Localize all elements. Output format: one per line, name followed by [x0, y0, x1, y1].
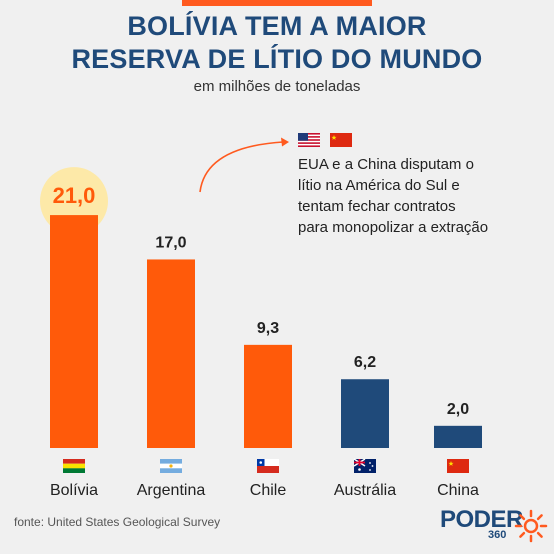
china-flag-icon	[447, 459, 469, 473]
logo-text: PODER	[440, 506, 523, 533]
argentina-flag-icon	[160, 459, 182, 473]
bar-bolívia	[50, 215, 98, 448]
bolivia-flag-icon	[63, 459, 85, 473]
china-flag-icon	[330, 133, 352, 147]
annotation-line-2: lítio na América do Sul e	[298, 177, 460, 194]
bar-argentina	[147, 259, 195, 448]
category-label: Bolívia	[50, 482, 98, 499]
annotation-text: EUA e a China disputam o lítio na Améric…	[298, 154, 548, 238]
annotation-arrow	[199, 141, 284, 193]
category-label: Argentina	[137, 482, 206, 499]
australia-flag-icon	[353, 458, 376, 473]
annotation-line-3: tentam fechar contratos	[298, 198, 456, 215]
category-label: China	[437, 482, 479, 499]
annotation-line-1: EUA e a China disputam o	[298, 156, 474, 173]
title-line-1: BOLÍVIA TEM A MAIOR	[127, 11, 427, 41]
category-label: Chile	[250, 482, 287, 499]
usa-flag-icon	[298, 133, 320, 147]
category-label: Austrália	[334, 482, 396, 499]
logo-number: 360	[488, 529, 507, 541]
bar-chile	[244, 344, 292, 448]
top-accent-bar	[182, 0, 372, 6]
source-note: fonte: United States Geological Survey	[14, 515, 221, 529]
annotation-line-4: para monopolizar a extração	[298, 219, 489, 236]
value-label: 2,0	[447, 401, 469, 418]
value-label: 9,3	[257, 320, 279, 337]
bar-austrália	[341, 379, 389, 448]
value-label: 17,0	[155, 234, 186, 251]
title-line-2: RESERVA DE LÍTIO DO MUNDO	[71, 44, 483, 74]
poder360-logo: PODER 360	[440, 507, 550, 547]
value-label: 21,0	[53, 183, 96, 208]
chile-flag-icon	[257, 459, 279, 473]
annotation-arrowhead	[281, 137, 289, 147]
sun-logo-icon	[514, 509, 548, 543]
value-label: 6,2	[354, 354, 376, 371]
bar-china	[434, 425, 482, 448]
chart-subtitle: em milhões de toneladas	[193, 78, 361, 95]
chart-title: BOLÍVIA TEM A MAIOR RESERVA DE LÍTIO DO …	[0, 10, 554, 76]
